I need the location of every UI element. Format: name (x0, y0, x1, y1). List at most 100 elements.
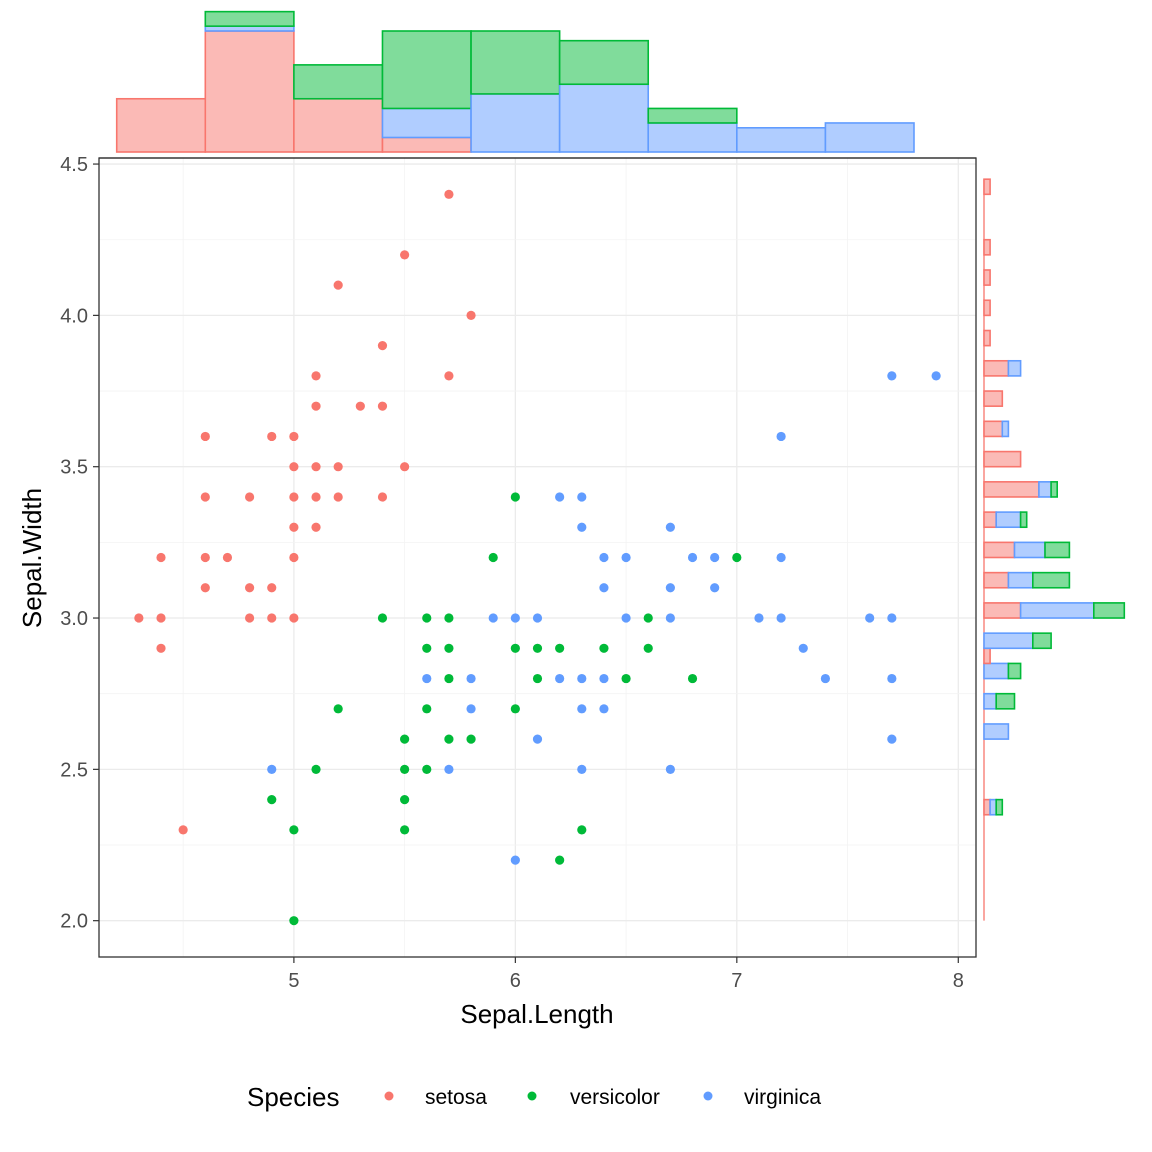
point-versicolor (599, 643, 609, 653)
point-versicolor (555, 855, 565, 865)
top-hist-bar-virginica (558, 83, 650, 153)
point-setosa (333, 462, 343, 472)
point-setosa (267, 613, 277, 623)
point-versicolor (289, 916, 299, 926)
right-hist-bar-virginica (1013, 541, 1046, 559)
point-setosa (200, 583, 210, 593)
point-setosa (377, 492, 388, 502)
point-virginica (577, 522, 587, 532)
x-axis-title: Sepal.Length (460, 999, 613, 1029)
right-hist-bar-virginica (1007, 359, 1022, 377)
point-versicolor (555, 643, 565, 653)
point-versicolor (510, 643, 520, 653)
right-hist-bar-setosa (983, 238, 991, 256)
point-setosa (466, 310, 476, 320)
right-hist-bar-versicolor (1044, 541, 1071, 559)
point-setosa (134, 613, 144, 623)
right-hist-bar-setosa (983, 450, 1022, 468)
point-setosa (244, 613, 255, 623)
right-hist-bar-setosa (983, 178, 991, 196)
point-virginica (798, 643, 808, 653)
point-virginica (621, 613, 631, 623)
right-hist-bar-virginica (1019, 602, 1095, 619)
point-setosa (377, 401, 388, 411)
point-setosa (289, 613, 299, 623)
point-setosa (156, 552, 166, 563)
point-virginica (931, 371, 941, 381)
point-virginica (466, 704, 476, 714)
point-virginica (599, 673, 609, 684)
point-setosa (377, 341, 388, 351)
point-setosa (222, 552, 233, 563)
point-versicolor (400, 764, 410, 774)
top-hist-bar-setosa (293, 97, 384, 153)
right-hist-bar-setosa (983, 269, 991, 286)
right-hist-bar-versicolor (1050, 481, 1058, 498)
point-virginica (599, 583, 609, 593)
point-versicolor (422, 704, 432, 714)
point-virginica (665, 764, 675, 774)
point-setosa (156, 643, 166, 653)
x-tick-label: 8 (953, 970, 964, 992)
point-virginica (820, 673, 831, 684)
point-setosa (156, 613, 166, 623)
point-setosa (311, 462, 321, 472)
point-virginica (510, 855, 520, 865)
right-hist-bar-setosa (983, 359, 1010, 377)
point-virginica (599, 552, 609, 563)
right-hist-bar-setosa (983, 647, 991, 665)
point-setosa (333, 280, 343, 290)
point-setosa (444, 189, 454, 199)
point-versicolor (643, 643, 653, 653)
point-virginica (710, 583, 720, 593)
point-versicolor (577, 825, 587, 835)
point-setosa (200, 492, 210, 502)
scatter-points (134, 189, 941, 926)
point-virginica (577, 764, 587, 774)
point-virginica (776, 552, 786, 563)
point-virginica (621, 552, 631, 563)
point-setosa (267, 431, 277, 442)
right-hist-bar-versicolor (995, 798, 1004, 816)
point-versicolor (488, 552, 498, 563)
point-versicolor (532, 673, 543, 684)
point-virginica (887, 613, 897, 623)
point-versicolor (400, 734, 410, 744)
point-virginica (532, 613, 543, 623)
point-versicolor (621, 673, 631, 684)
point-virginica (577, 673, 587, 684)
right-hist-bar-virginica (1038, 481, 1052, 498)
top-marginal-histogram (115, 10, 915, 153)
point-versicolor (444, 734, 454, 744)
point-versicolor (400, 825, 410, 835)
point-versicolor (510, 704, 520, 714)
x-axis-ticks: 5 6 7 8 (288, 957, 964, 992)
top-hist-bar-versicolor (381, 30, 472, 110)
right-hist-bar-virginica (1001, 420, 1010, 438)
right-hist-bar-setosa (983, 299, 991, 317)
point-versicolor (400, 795, 410, 805)
point-virginica (665, 522, 675, 532)
legend-key-setosa (384, 1091, 394, 1101)
point-virginica (577, 704, 587, 714)
legend-label-versicolor: versicolor (570, 1086, 660, 1109)
right-hist-bar-virginica (983, 723, 1010, 740)
top-hist-bar-versicolor (204, 10, 295, 27)
point-versicolor (267, 795, 277, 805)
point-virginica (599, 704, 609, 714)
point-setosa (311, 401, 321, 411)
x-tick-label: 6 (510, 970, 521, 992)
top-hist-bar-virginica (381, 107, 472, 139)
point-versicolor (422, 764, 432, 774)
point-virginica (887, 371, 897, 381)
point-setosa (244, 583, 255, 593)
x-tick-label: 5 (288, 970, 299, 992)
right-hist-bar-setosa (983, 329, 991, 347)
point-versicolor (643, 613, 653, 623)
point-versicolor (333, 704, 343, 714)
top-hist-bar-versicolor (293, 64, 384, 100)
point-setosa (200, 552, 210, 563)
top-hist-bar-virginica (470, 93, 561, 153)
right-hist-bar-versicolor (1007, 662, 1022, 680)
